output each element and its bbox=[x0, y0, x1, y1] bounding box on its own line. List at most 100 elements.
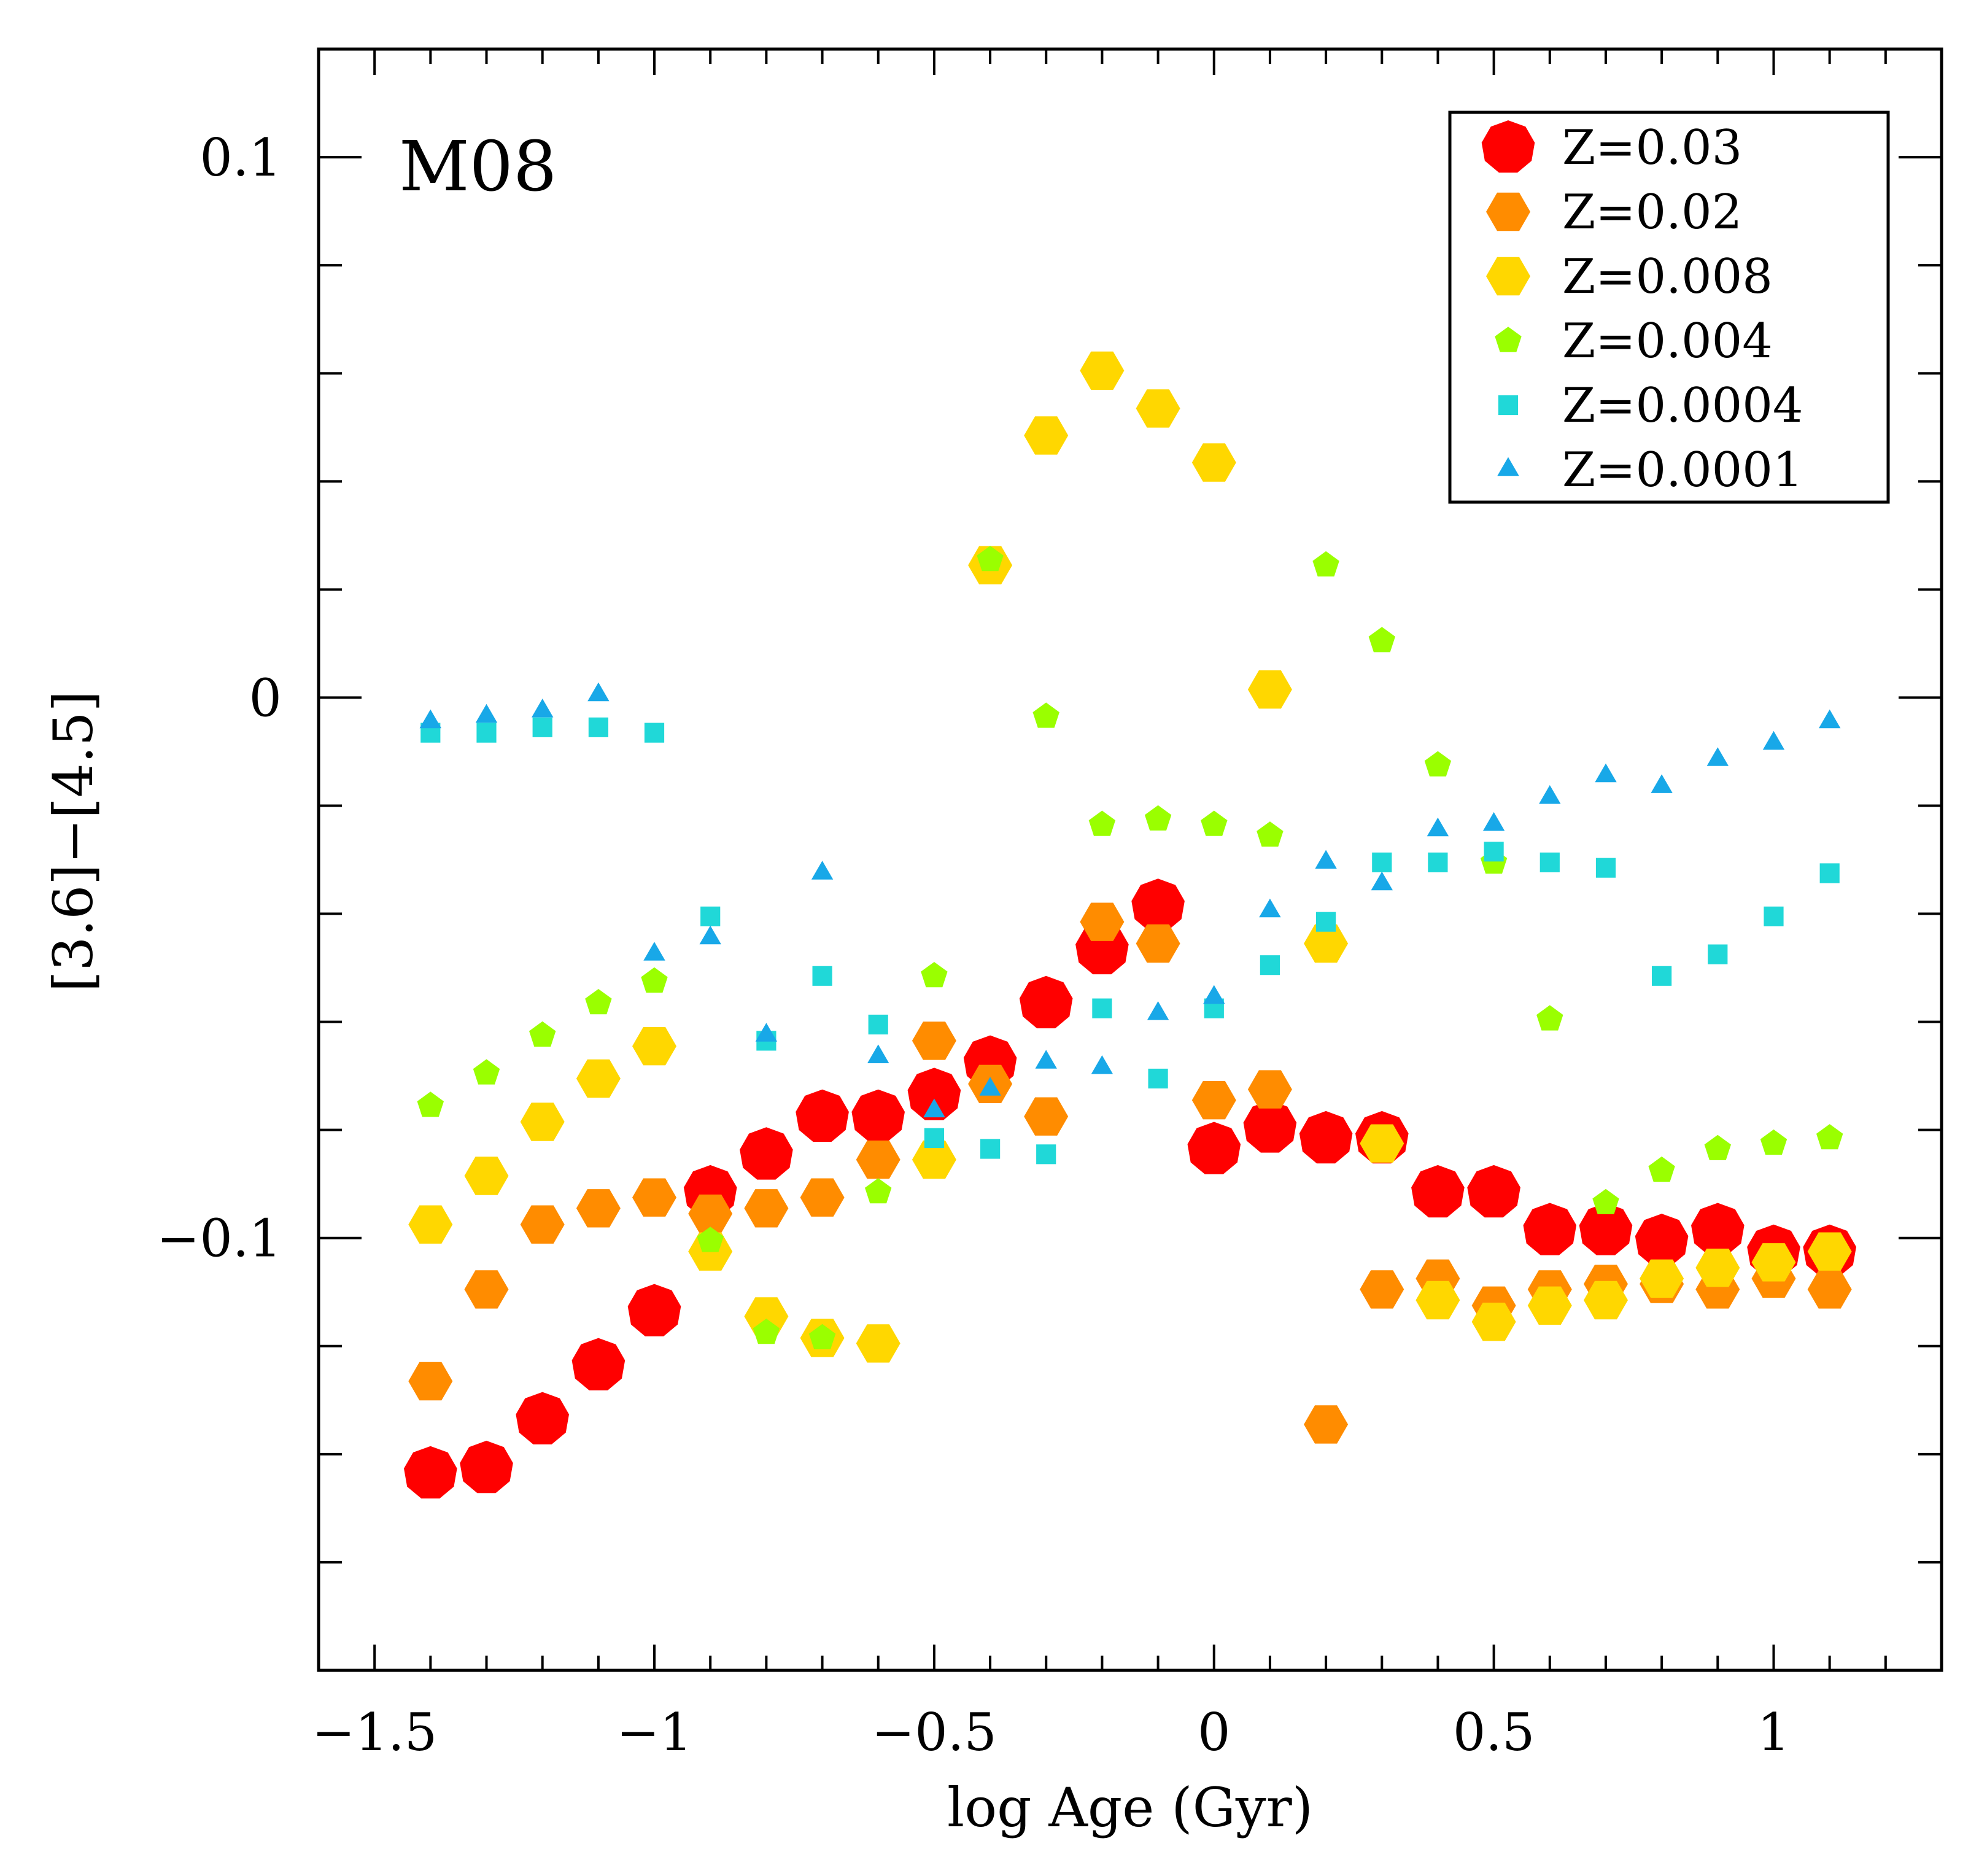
data-point bbox=[1691, 1203, 1745, 1255]
data-point bbox=[1539, 785, 1561, 804]
data-point bbox=[980, 1139, 1001, 1159]
series-5 bbox=[419, 682, 1841, 1118]
data-point bbox=[699, 925, 721, 945]
legend-label: Z=0.0004 bbox=[1562, 378, 1803, 433]
x-axis-label: log Age (Gyr) bbox=[947, 1776, 1313, 1839]
data-point bbox=[1024, 416, 1069, 455]
data-point bbox=[1484, 842, 1504, 862]
data-point bbox=[1482, 812, 1505, 831]
y-axis-label: [3.6]−[4.5] bbox=[42, 691, 105, 992]
data-point bbox=[753, 1319, 780, 1344]
data-point bbox=[1595, 858, 1616, 878]
data-point bbox=[1371, 871, 1393, 891]
data-point bbox=[700, 906, 721, 926]
data-point bbox=[587, 682, 610, 702]
data-point bbox=[921, 962, 948, 988]
legend-marker bbox=[1495, 327, 1522, 352]
legend-marker bbox=[1481, 120, 1535, 173]
y-tick-label: 0.1 bbox=[199, 128, 282, 188]
data-point bbox=[856, 1324, 900, 1363]
data-point bbox=[697, 1227, 724, 1252]
data-point bbox=[977, 546, 1004, 572]
data-point bbox=[1024, 1097, 1069, 1136]
data-point bbox=[812, 966, 832, 986]
legend-marker bbox=[1498, 395, 1519, 416]
data-point bbox=[1416, 1281, 1460, 1320]
legend-label: Z=0.03 bbox=[1562, 120, 1742, 176]
data-point bbox=[1304, 1405, 1349, 1444]
data-point bbox=[627, 1284, 681, 1336]
data-point bbox=[1243, 1100, 1297, 1153]
data-point bbox=[1080, 902, 1125, 941]
data-point bbox=[532, 699, 554, 718]
data-point bbox=[1467, 1165, 1520, 1218]
data-point bbox=[571, 1338, 625, 1390]
data-point bbox=[520, 1103, 565, 1141]
y-tick-label: 0 bbox=[249, 668, 282, 728]
data-point bbox=[1807, 1270, 1852, 1309]
data-point bbox=[1080, 351, 1125, 390]
data-point bbox=[473, 1059, 500, 1085]
data-point bbox=[924, 1128, 944, 1148]
data-point bbox=[1187, 1122, 1241, 1174]
data-point bbox=[740, 1127, 793, 1180]
data-point bbox=[1584, 1281, 1628, 1320]
series-2 bbox=[408, 351, 1852, 1363]
data-point bbox=[1131, 878, 1185, 931]
data-point bbox=[520, 1205, 565, 1244]
data-point bbox=[1247, 670, 1292, 709]
data-point bbox=[1471, 1303, 1516, 1341]
data-point bbox=[1299, 1110, 1353, 1164]
data-point bbox=[1807, 1232, 1852, 1271]
data-point bbox=[800, 1178, 845, 1217]
data-point bbox=[1257, 821, 1284, 847]
data-point bbox=[516, 1392, 569, 1444]
data-point bbox=[1144, 805, 1172, 831]
data-point bbox=[1036, 1144, 1056, 1165]
data-point bbox=[1360, 1124, 1404, 1163]
data-point bbox=[476, 723, 497, 743]
data-point bbox=[1819, 709, 1841, 729]
data-point bbox=[408, 1205, 453, 1244]
data-point bbox=[529, 1021, 556, 1047]
data-point bbox=[643, 942, 665, 961]
data-point bbox=[1708, 944, 1728, 964]
data-point bbox=[1203, 985, 1225, 1004]
data-point bbox=[419, 709, 441, 729]
legend-marker bbox=[1486, 257, 1530, 296]
data-point bbox=[912, 1140, 956, 1179]
data-point bbox=[1411, 1165, 1465, 1218]
data-point bbox=[808, 1324, 836, 1349]
data-point bbox=[1360, 1270, 1404, 1309]
data-point bbox=[856, 1140, 900, 1179]
x-tick-label: −1 bbox=[616, 1702, 692, 1762]
data-point bbox=[1428, 852, 1448, 872]
data-point bbox=[1706, 747, 1729, 766]
data-point bbox=[1372, 852, 1392, 872]
data-point bbox=[923, 1098, 945, 1118]
data-point bbox=[1764, 906, 1784, 926]
legend-label: Z=0.0001 bbox=[1562, 443, 1803, 498]
data-point bbox=[1316, 912, 1336, 932]
axis-ticks bbox=[319, 49, 1942, 1670]
data-point bbox=[811, 861, 834, 880]
data-point bbox=[1312, 551, 1339, 577]
data-point bbox=[1032, 702, 1059, 728]
data-point bbox=[1136, 389, 1180, 428]
data-point bbox=[1652, 966, 1672, 986]
data-point bbox=[632, 1027, 676, 1066]
data-point bbox=[744, 1189, 789, 1228]
data-point bbox=[1304, 924, 1349, 963]
data-point bbox=[744, 1297, 789, 1336]
data-point bbox=[588, 717, 608, 737]
data-point bbox=[1579, 1203, 1633, 1255]
data-point bbox=[1092, 998, 1112, 1018]
data-point bbox=[1635, 1214, 1689, 1266]
data-point bbox=[408, 1362, 453, 1401]
data-point bbox=[464, 1270, 509, 1309]
data-point bbox=[868, 1014, 888, 1035]
data-point bbox=[404, 1446, 457, 1498]
series-4 bbox=[420, 717, 1840, 1165]
data-point bbox=[1651, 774, 1673, 793]
data-point bbox=[688, 1194, 733, 1233]
